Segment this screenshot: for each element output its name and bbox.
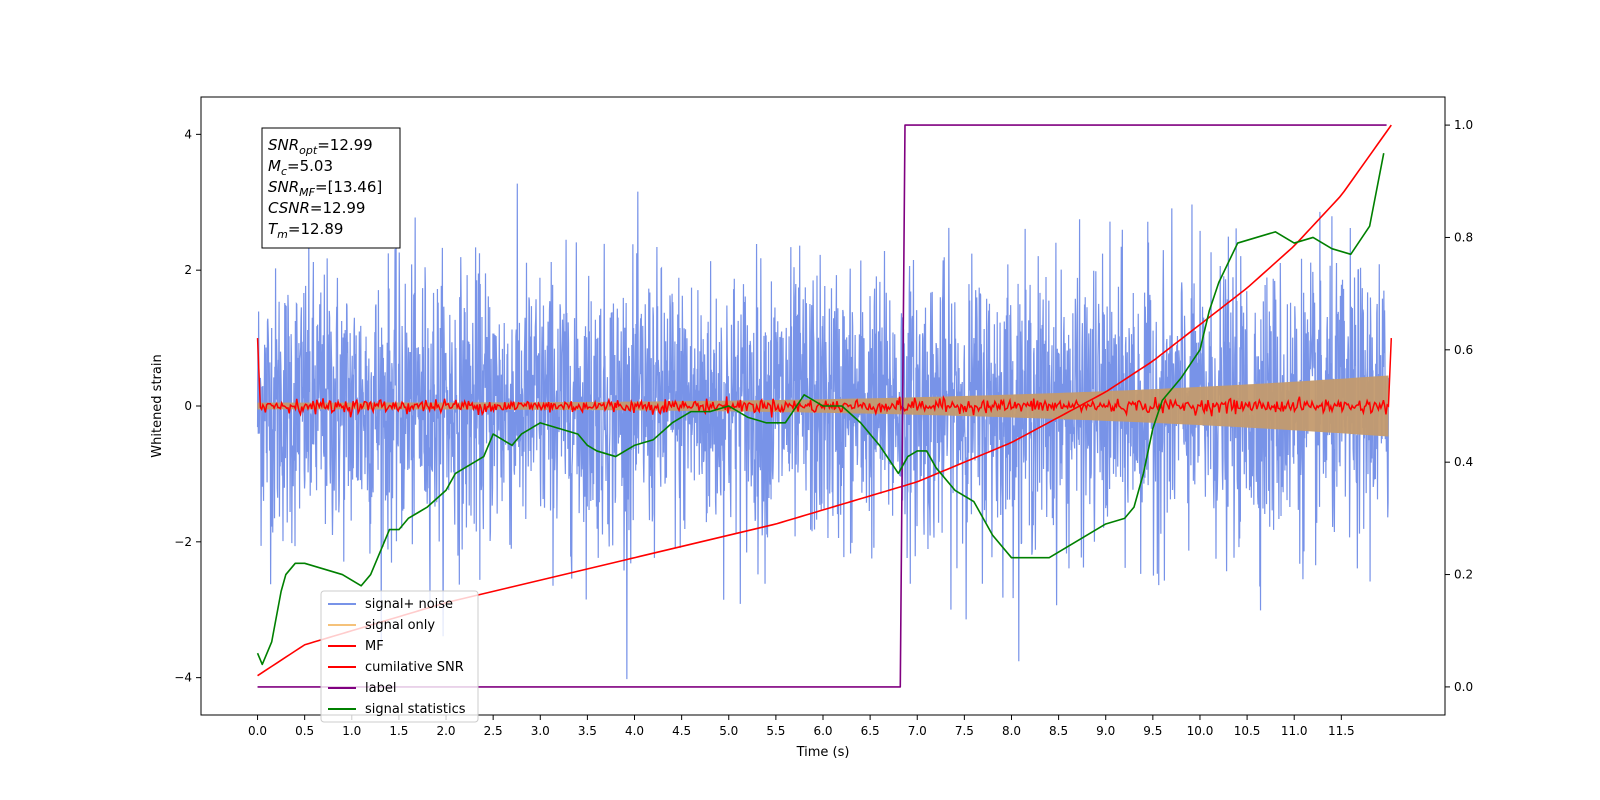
x-tick-label: 6.0 (813, 724, 832, 738)
annotation-frame (261, 127, 401, 249)
y-left-tick-label: 2 (184, 263, 192, 277)
x-tick-label: 0.0 (248, 724, 267, 738)
x-tick-label: 7.0 (908, 724, 927, 738)
legend-label: signal only (365, 618, 435, 633)
x-tick-label: 10.0 (1187, 724, 1214, 738)
y-left-tick-label: 0 (184, 399, 192, 413)
x-tick-label: 5.0 (719, 724, 738, 738)
x-tick-label: 8.0 (1002, 724, 1021, 738)
annotation-box: SNRopt=12.99Mc=5.03SNRMF=[13.46]CSNR=12.… (261, 127, 401, 249)
annotation-line: CSNR=12.99 (268, 199, 365, 217)
legend-label: signal statistics (365, 702, 466, 717)
x-tick-label: 9.5 (1143, 724, 1162, 738)
y-left-tick-label: 4 (184, 127, 192, 141)
annotation-line: SNRMF=[13.46] (268, 178, 382, 199)
series-label (257, 124, 1387, 688)
y-left-tick-label: −2 (174, 535, 192, 549)
x-tick-label: 7.5 (955, 724, 974, 738)
annotation-line: SNRopt=12.99 (268, 136, 373, 157)
y-right-tick-label: 0.0 (1454, 680, 1473, 694)
legend-label: signal+ noise (365, 597, 453, 612)
y-right-tick-label: 0.6 (1454, 343, 1473, 357)
series-mf (256, 338, 1393, 418)
x-tick-label: 0.5 (295, 724, 314, 738)
x-tick-label: 4.5 (672, 724, 691, 738)
legend-label: MF (365, 639, 384, 654)
x-tick-label: 11.5 (1328, 724, 1355, 738)
legend: signal+ noise signal only MF cumilative SNR… (320, 590, 479, 723)
x-tick-label: 11.0 (1281, 724, 1308, 738)
x-tick-label: 4.0 (625, 724, 644, 738)
y-right-tick-label: 0.4 (1454, 455, 1473, 469)
annotation-line: Mc=5.03 (268, 157, 333, 178)
x-tick-label: 10.5 (1234, 724, 1261, 738)
y-axis-right: 1.0 0.8 0.6 0.4 0.2 0.0 (1445, 118, 1473, 694)
series-signal-statistics (256, 153, 1385, 666)
x-tick-label: 3.5 (578, 724, 597, 738)
y-left-tick-label: −4 (174, 671, 192, 685)
y-axis-label: Whitened strain (150, 354, 165, 457)
x-tick-label: 3.0 (531, 724, 550, 738)
x-tick-label: 2.0 (436, 724, 455, 738)
x-tick-label: 2.5 (484, 724, 503, 738)
x-tick-label: 9.0 (1096, 724, 1115, 738)
x-tick-label: 6.5 (861, 724, 880, 738)
x-axis-label: Time (s) (796, 745, 850, 760)
x-axis: 0.0 0.5 1.0 1.5 2.0 2.5 3.0 3.5 4.0 4.5 5.0 5.5 6.0 6… (248, 715, 1355, 738)
x-tick-label: 1.0 (342, 724, 361, 738)
y-right-tick-label: 0.2 (1454, 568, 1473, 582)
legend-label: cumilative SNR (365, 660, 464, 675)
x-tick-label: 8.5 (1049, 724, 1068, 738)
y-right-tick-label: 1.0 (1454, 118, 1473, 132)
y-axis-left: 4 2 0 −2 −4 (174, 127, 201, 685)
x-tick-label: 5.5 (766, 724, 785, 738)
y-right-tick-label: 0.8 (1454, 230, 1473, 244)
legend-label: label (365, 681, 396, 696)
x-tick-label: 1.5 (389, 724, 408, 738)
annotation-line: Tm=12.89 (268, 220, 343, 241)
series-signal-plus-noise (256, 183, 1390, 680)
legend-frame (320, 590, 479, 723)
